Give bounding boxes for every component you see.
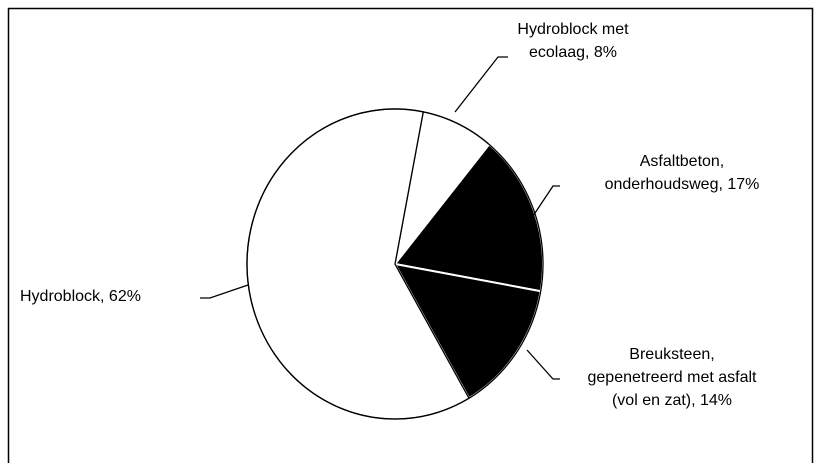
leader-line bbox=[200, 284, 249, 299]
slice-label: (vol en zat), 14% bbox=[612, 392, 732, 409]
pie-outline bbox=[246, 108, 544, 420]
slice-label: ecolaag, 8% bbox=[529, 44, 617, 61]
slice-label: Hydroblock met bbox=[517, 21, 629, 38]
slice-label: Asfaltbeton, bbox=[640, 153, 725, 170]
slice-label: Breuksteen, bbox=[629, 346, 714, 363]
leader-line bbox=[526, 349, 560, 380]
slice-label: onderhoudsweg, 17% bbox=[605, 176, 760, 193]
slice-label: gepenetreerd met asfalt bbox=[588, 369, 758, 386]
slice-label: Hydroblock, 62% bbox=[20, 288, 141, 305]
leader-line bbox=[454, 56, 508, 113]
leader-line bbox=[532, 185, 560, 217]
